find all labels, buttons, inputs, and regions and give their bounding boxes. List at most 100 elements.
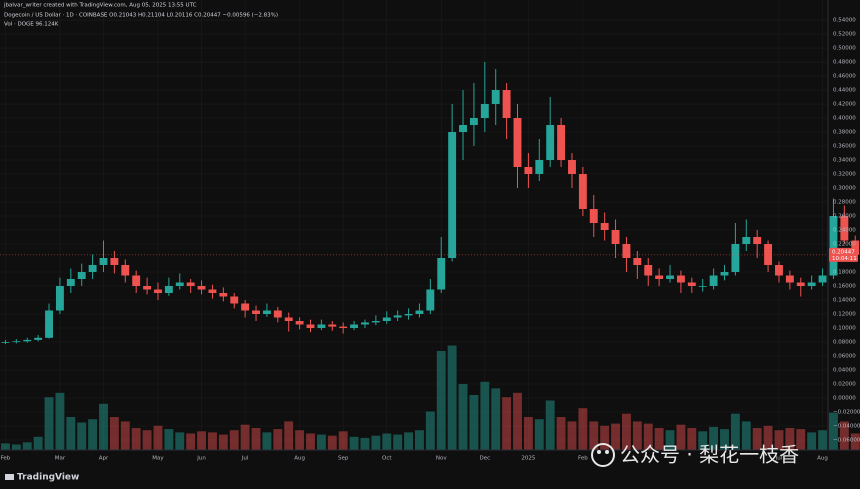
watermark-icon-dot [605, 450, 609, 454]
volume-bar [589, 421, 599, 450]
candle-body [23, 339, 32, 342]
volume-bar [251, 428, 261, 450]
y-tick-label: −0.02000 [833, 409, 860, 415]
candle-body [720, 272, 729, 276]
candle-body [633, 258, 642, 266]
candle-body [557, 125, 566, 161]
y-tick-label: 0.28000 [833, 200, 856, 206]
y-tick-label: 0.12000 [833, 311, 856, 317]
candle-body [731, 244, 740, 273]
y-tick-label: 0.16000 [833, 284, 856, 290]
volume-bar [513, 392, 522, 450]
y-tick-label: 0.38000 [833, 130, 856, 136]
volume-bar [197, 431, 206, 450]
volume-bar [142, 430, 152, 450]
x-tick-label: Apr [99, 456, 109, 462]
volume-bar [131, 428, 141, 450]
volume-bar [11, 444, 21, 450]
candle-body [415, 310, 424, 314]
watermark: 公众号 · 梨花一枝香 [591, 443, 799, 467]
volume-bar [622, 413, 631, 450]
candle-body [12, 341, 21, 343]
candle-body [851, 240, 860, 255]
volume-bar [208, 432, 217, 450]
x-tick-label: Aug [294, 456, 305, 462]
candle-body [77, 272, 86, 280]
candle-body [568, 160, 576, 175]
candle-body [480, 104, 489, 119]
volume-bar [458, 384, 468, 450]
candle-body [252, 310, 260, 314]
volume-bar [676, 424, 686, 450]
volume-bar [382, 433, 392, 450]
candle-body [459, 125, 467, 133]
volume-bar [338, 431, 348, 450]
y-tick-label: 0.54000 [833, 18, 856, 24]
volume-bar [567, 421, 577, 450]
candle-body [796, 282, 805, 287]
candle-body [273, 310, 282, 318]
x-tick-label: Jul [241, 456, 249, 462]
volume-bar [153, 425, 163, 450]
volume-bar [752, 428, 762, 450]
candle-body [361, 322, 369, 325]
logo-text: TradingView [17, 473, 79, 483]
candle-body [328, 324, 337, 327]
candle-body [284, 317, 293, 321]
candle-body [611, 230, 620, 245]
candle-body [666, 275, 674, 280]
y-tick-label: 0.32000 [833, 172, 856, 178]
tradingview-logo: TradingView [5, 473, 79, 483]
x-tick-label: Mar [55, 456, 66, 462]
volume-bar [240, 424, 250, 450]
candle-body [764, 244, 773, 266]
volume-bar [720, 429, 729, 450]
candle-body [469, 118, 478, 126]
volume-bar [578, 408, 588, 450]
x-tick-label: Feb [1, 456, 11, 462]
volume-line: Vol · DOGE 96.124K [4, 22, 59, 28]
candle-body [687, 282, 696, 287]
y-tick-label: 0.44000 [833, 88, 856, 94]
volume-bar [709, 426, 719, 450]
candle-body [350, 324, 359, 328]
candle-body [491, 90, 500, 105]
candle-body [698, 286, 707, 287]
candle-body [742, 237, 751, 245]
volume-bar [164, 429, 174, 450]
candle-body [404, 313, 413, 316]
y-tick-label: 0.14000 [833, 298, 856, 304]
y-tick-label: 0.10000 [833, 325, 856, 331]
candle-body [818, 275, 827, 283]
plot-area [0, 0, 860, 450]
volume-bar [66, 417, 76, 450]
y-tick-label: 0.30000 [833, 186, 856, 192]
candle-body [306, 324, 315, 328]
y-tick-label: 0.26000 [833, 214, 856, 220]
candle-body [524, 167, 533, 175]
volume-bar [425, 411, 435, 450]
candle-body [45, 310, 53, 338]
candle-body [807, 282, 816, 287]
volume-bar [556, 417, 566, 450]
candle-body [840, 216, 849, 241]
candle-body [655, 275, 664, 280]
candle-body [513, 118, 522, 168]
volume-bar [327, 435, 337, 450]
volume-bar [218, 434, 228, 450]
x-tick-label: 2025 [521, 456, 535, 462]
volume-bar [371, 435, 381, 450]
volume-bar [774, 430, 784, 450]
volume-bar [850, 433, 860, 450]
volume-bar [818, 430, 827, 450]
symbol-line: Dogecoin / US Dollar · 1D · COINBASE O0.… [4, 13, 278, 19]
candle-body [829, 216, 838, 276]
volume-bar [611, 423, 620, 450]
x-tick-label: Aug [817, 456, 828, 462]
countdown-label: 10:04:11 [832, 256, 857, 262]
volume-bar [469, 395, 479, 450]
candle-body [709, 275, 718, 287]
volume-bar [284, 421, 294, 450]
